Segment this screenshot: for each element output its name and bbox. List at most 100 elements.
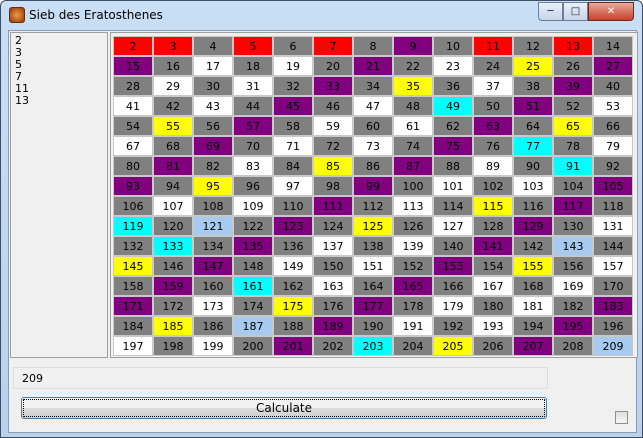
grid-cell: 194 — [513, 316, 553, 336]
grid-cell: 193 — [473, 316, 513, 336]
grid-cell: 87 — [393, 156, 433, 176]
grid-cell: 159 — [153, 276, 193, 296]
grid-cell: 168 — [513, 276, 553, 296]
grid-cell: 64 — [513, 116, 553, 136]
list-item[interactable]: 11 — [15, 82, 29, 95]
grid-cell: 29 — [153, 76, 193, 96]
grid-cell: 93 — [113, 176, 153, 196]
grid-cell: 90 — [513, 156, 553, 176]
grid-cell: 176 — [313, 296, 353, 316]
grid-cell: 152 — [393, 256, 433, 276]
grid-cell: 38 — [513, 76, 553, 96]
grid-row: 145 146 147 148 149 150 151 152 153 154 155 156 157 — [113, 256, 637, 276]
grid-cell: 155 — [513, 256, 553, 276]
close-button[interactable]: ✕ — [588, 2, 634, 21]
grid-cell: 2 — [113, 36, 153, 56]
grid-cell: 205 — [433, 336, 473, 356]
grid-cell: 50 — [473, 96, 513, 116]
grid-row: 54 55 56 57 58 59 60 61 62 63 64 65 66 — [113, 116, 637, 136]
grid-cell: 138 — [353, 236, 393, 256]
grid-cell: 108 — [193, 196, 233, 216]
grid-cell: 137 — [313, 236, 353, 256]
grid-cell: 78 — [553, 136, 593, 156]
grid-cell: 162 — [273, 276, 313, 296]
grid-cell: 139 — [393, 236, 433, 256]
grid-cell: 80 — [113, 156, 153, 176]
grid-cell: 199 — [193, 336, 233, 356]
list-item[interactable]: 7 — [15, 70, 22, 83]
grid-cell: 45 — [273, 96, 313, 116]
window-title: Sieb des Eratosthenes — [29, 8, 163, 22]
grid-cell: 178 — [393, 296, 433, 316]
grid-cell: 66 — [593, 116, 633, 136]
grid-cell: 206 — [473, 336, 513, 356]
grid-cell: 47 — [353, 96, 393, 116]
grid-cell: 128 — [473, 216, 513, 236]
grid-cell: 43 — [193, 96, 233, 116]
maximize-button[interactable]: □ — [563, 2, 588, 21]
grid-cell: 175 — [273, 296, 313, 316]
grid-cell: 131 — [593, 216, 633, 236]
grid-row: 41 42 43 44 45 46 47 48 49 50 51 52 53 — [113, 96, 637, 116]
grid-cell: 76 — [473, 136, 513, 156]
grid-cell: 185 — [153, 316, 193, 336]
grid-cell: 180 — [473, 296, 513, 316]
grid-cell: 18 — [233, 56, 273, 76]
grid-cell: 89 — [473, 156, 513, 176]
checkbox[interactable] — [615, 411, 628, 424]
grid-cell: 177 — [353, 296, 393, 316]
grid-cell: 27 — [593, 56, 633, 76]
list-item[interactable]: 13 — [15, 94, 29, 107]
grid-cell: 9 — [393, 36, 433, 56]
grid-row: 171 172 173 174 175 176 177 178 179 180 181 182 183 — [113, 296, 637, 316]
list-item[interactable]: 3 — [15, 46, 22, 59]
grid-cell: 115 — [473, 196, 513, 216]
grid-cell: 204 — [393, 336, 433, 356]
grid-cell: 60 — [353, 116, 393, 136]
grid-cell: 51 — [513, 96, 553, 116]
grid-cell: 201 — [273, 336, 313, 356]
grid-cell: 69 — [193, 136, 233, 156]
grid-cell: 101 — [433, 176, 473, 196]
grid-cell: 35 — [393, 76, 433, 96]
grid-cell: 68 — [153, 136, 193, 156]
grid-cell: 165 — [393, 276, 433, 296]
grid-cell: 28 — [113, 76, 153, 96]
grid-cell: 98 — [313, 176, 353, 196]
grid-cell: 182 — [553, 296, 593, 316]
grid-row: 184 185 186 187 188 189 190 191 192 193 194 195 196 — [113, 316, 637, 336]
calculate-button[interactable]: Calculate — [21, 397, 547, 419]
grid-cell: 122 — [233, 216, 273, 236]
grid-cell: 23 — [433, 56, 473, 76]
grid-row: 15 16 17 18 19 20 21 22 23 24 25 26 27 — [113, 56, 637, 76]
list-item[interactable]: 2 — [15, 34, 22, 47]
grid-cell: 70 — [233, 136, 273, 156]
grid-cell: 52 — [553, 96, 593, 116]
grid-cell: 32 — [273, 76, 313, 96]
grid-row: 106 107 108 109 110 111 112 113 114 115 116 117 118 — [113, 196, 637, 216]
grid-cell: 84 — [273, 156, 313, 176]
grid-cell: 126 — [393, 216, 433, 236]
max-number-input[interactable]: 209 — [13, 367, 548, 389]
grid-cell: 110 — [273, 196, 313, 216]
grid-cell: 151 — [353, 256, 393, 276]
grid-cell: 123 — [273, 216, 313, 236]
grid-cell: 118 — [593, 196, 633, 216]
grid-row: 67 68 69 70 71 72 73 74 75 76 77 78 79 — [113, 136, 637, 156]
grid-cell: 174 — [233, 296, 273, 316]
grid-cell: 3 — [153, 36, 193, 56]
grid-cell: 12 — [513, 36, 553, 56]
grid-cell: 94 — [153, 176, 193, 196]
grid-cell: 112 — [353, 196, 393, 216]
grid-cell: 19 — [273, 56, 313, 76]
grid-cell: 57 — [233, 116, 273, 136]
grid-cell: 132 — [113, 236, 153, 256]
list-item[interactable]: 5 — [15, 58, 22, 71]
grid-cell: 31 — [233, 76, 273, 96]
primes-listbox[interactable]: 2 3 5 7 11 13 — [10, 32, 108, 358]
grid-cell: 173 — [193, 296, 233, 316]
grid-cell: 143 — [553, 236, 593, 256]
grid-cell: 196 — [593, 316, 633, 336]
minimize-button[interactable]: ─ — [538, 2, 563, 21]
grid-cell: 39 — [553, 76, 593, 96]
